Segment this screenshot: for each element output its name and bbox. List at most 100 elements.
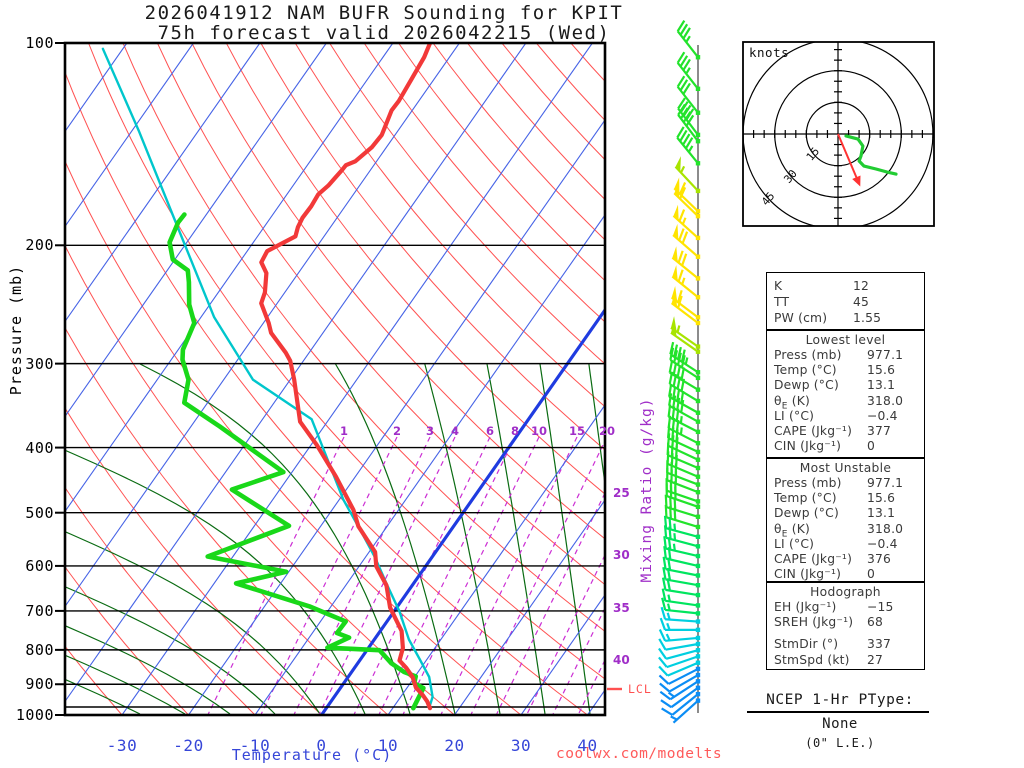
panel-row: CAPE (Jkg⁻¹) 377 — [767, 424, 924, 439]
panel-row-value: 377 — [867, 423, 892, 438]
panel-row-value: 13.1 — [867, 506, 896, 521]
panel-row: θE (K) 318.0 — [767, 521, 924, 540]
panel-row: LI (°C) −0.4 — [767, 409, 924, 424]
panel-row-value: 0 — [867, 567, 876, 582]
ptype-value: None — [822, 716, 858, 732]
mixing-ratio-tick: 35 — [613, 601, 630, 615]
wind-barb — [658, 647, 701, 660]
temperature-tick: 10 — [377, 736, 399, 755]
wind-barb — [663, 536, 701, 559]
panel-row: K 12 — [767, 279, 924, 295]
wind-barb — [661, 577, 701, 598]
temperature-tick: -20 — [173, 736, 204, 755]
panel-row-value: 15.6 — [867, 363, 896, 378]
wind-barb — [664, 504, 701, 530]
panel-row-label: StmDir (°) — [774, 637, 839, 652]
panel-row-label: TT — [774, 295, 790, 309]
wind-barb — [662, 566, 701, 588]
pressure-tick: 500 — [25, 503, 54, 522]
panel-row-label: StmSpd (kt) — [774, 652, 850, 667]
wind-barb — [659, 679, 701, 701]
mixing-ratio-tick: 30 — [613, 548, 630, 562]
panel-section-title: Lowest level — [805, 333, 886, 347]
panel-row: StmSpd (kt) 27 — [767, 653, 924, 668]
panel-row: Dewp (°C) 13.1 — [767, 506, 924, 521]
pressure-tick: 700 — [25, 601, 54, 620]
mixing-ratio-tick: 25 — [613, 486, 630, 500]
storm-motion-arrow — [837, 133, 859, 182]
panel-row: θE (K) 318.0 — [767, 394, 924, 411]
wind-barb — [658, 638, 701, 651]
panel-row-value: 45 — [853, 295, 870, 309]
panel-row: Press (mb) 977.1 — [767, 348, 924, 363]
panel-row-value: 977.1 — [867, 348, 904, 362]
ptype-title: NCEP 1-Hr PType: — [766, 692, 914, 708]
mixing-ratio-tick: 40 — [613, 653, 630, 667]
wind-barb — [676, 75, 701, 115]
panel-row-label: Press (mb) — [774, 476, 842, 490]
pressure-tick: 200 — [25, 236, 54, 255]
panel-row: CIN (Jkg⁻¹) 0 — [767, 567, 924, 582]
panel-row-value: 318.0 — [867, 521, 904, 536]
panel-row-value: 977.1 — [867, 476, 904, 490]
panel-row-value: 337 — [867, 637, 892, 652]
panel-row-label: CAPE (Jkg⁻¹) — [774, 551, 853, 566]
pressure-tick: 800 — [25, 640, 54, 659]
panel-row: Temp (°C) 15.6 — [767, 491, 924, 506]
wind-barb — [658, 660, 701, 677]
pressure-axis-label: Pressure (mb) — [7, 264, 25, 396]
panel-section-title: Hodograph — [810, 585, 881, 599]
pressure-tick: 900 — [25, 675, 54, 694]
temperature-trace — [259, 43, 433, 711]
wind-barb — [670, 291, 701, 326]
panel-row: CAPE (Jkg⁻¹) 376 — [767, 552, 924, 567]
wind-barb — [676, 51, 701, 92]
wind-barb — [658, 654, 701, 669]
wind-barb — [677, 103, 701, 144]
panel-row-value: 27 — [867, 652, 884, 667]
lcl-label: LCL — [628, 682, 652, 696]
panel-row-value: 1.55 — [853, 311, 882, 325]
panel-row-label: CAPE (Jkg⁻¹) — [774, 423, 853, 438]
panel-row-label: θE (K) — [774, 521, 810, 540]
pressure-tick: 400 — [25, 438, 54, 457]
panel-row: EH (Jkg⁻¹) −15 — [767, 600, 924, 615]
mixing-ratio-tick: 20 — [598, 424, 615, 438]
pressure-tick: 300 — [25, 354, 54, 373]
mixing-ratio-axis-label: Mixing Ratio (g/kg) — [639, 397, 655, 583]
mixing-ratio-tick: 3 — [425, 424, 434, 438]
panel-row-label: LI (°C) — [774, 536, 815, 551]
temperature-axis-label: Temperature (°C) — [231, 746, 393, 764]
panel-row-value: 0 — [867, 439, 876, 454]
panel-row-value: −15 — [867, 600, 894, 614]
wind-barb — [672, 204, 701, 241]
temperature-tick: -10 — [239, 736, 271, 755]
wind-barb — [670, 321, 701, 354]
hodograph-trace — [844, 134, 898, 176]
hodograph-units-label: knots — [749, 45, 790, 60]
pressure-tick: 600 — [25, 556, 54, 575]
wind-barb — [663, 545, 701, 569]
wind-barb — [671, 265, 701, 300]
panel-row-label: LI (°C) — [774, 408, 815, 423]
panel-row-label: EH (Jkg⁻¹) — [774, 600, 837, 614]
panel-row-value: 68 — [867, 615, 884, 630]
wind-barb — [659, 672, 701, 693]
mixing-ratio-tick: 2 — [392, 424, 401, 438]
temperature-tick: 40 — [577, 736, 598, 755]
ptype-underline — [747, 711, 929, 713]
wind-barb — [663, 525, 701, 549]
hodo-ring-label: 30 — [781, 167, 799, 186]
wind-barb — [661, 588, 701, 608]
panel-row: Temp (°C) 15.6 — [767, 363, 924, 378]
wind-barb — [658, 666, 701, 685]
skewt-grid — [65, 43, 605, 715]
wind-barb — [674, 156, 701, 194]
panel-row-label: PW (cm) — [774, 311, 828, 325]
pressure-tick: 1000 — [15, 706, 54, 724]
wind-barb — [660, 685, 701, 709]
wind-barb — [676, 20, 701, 60]
